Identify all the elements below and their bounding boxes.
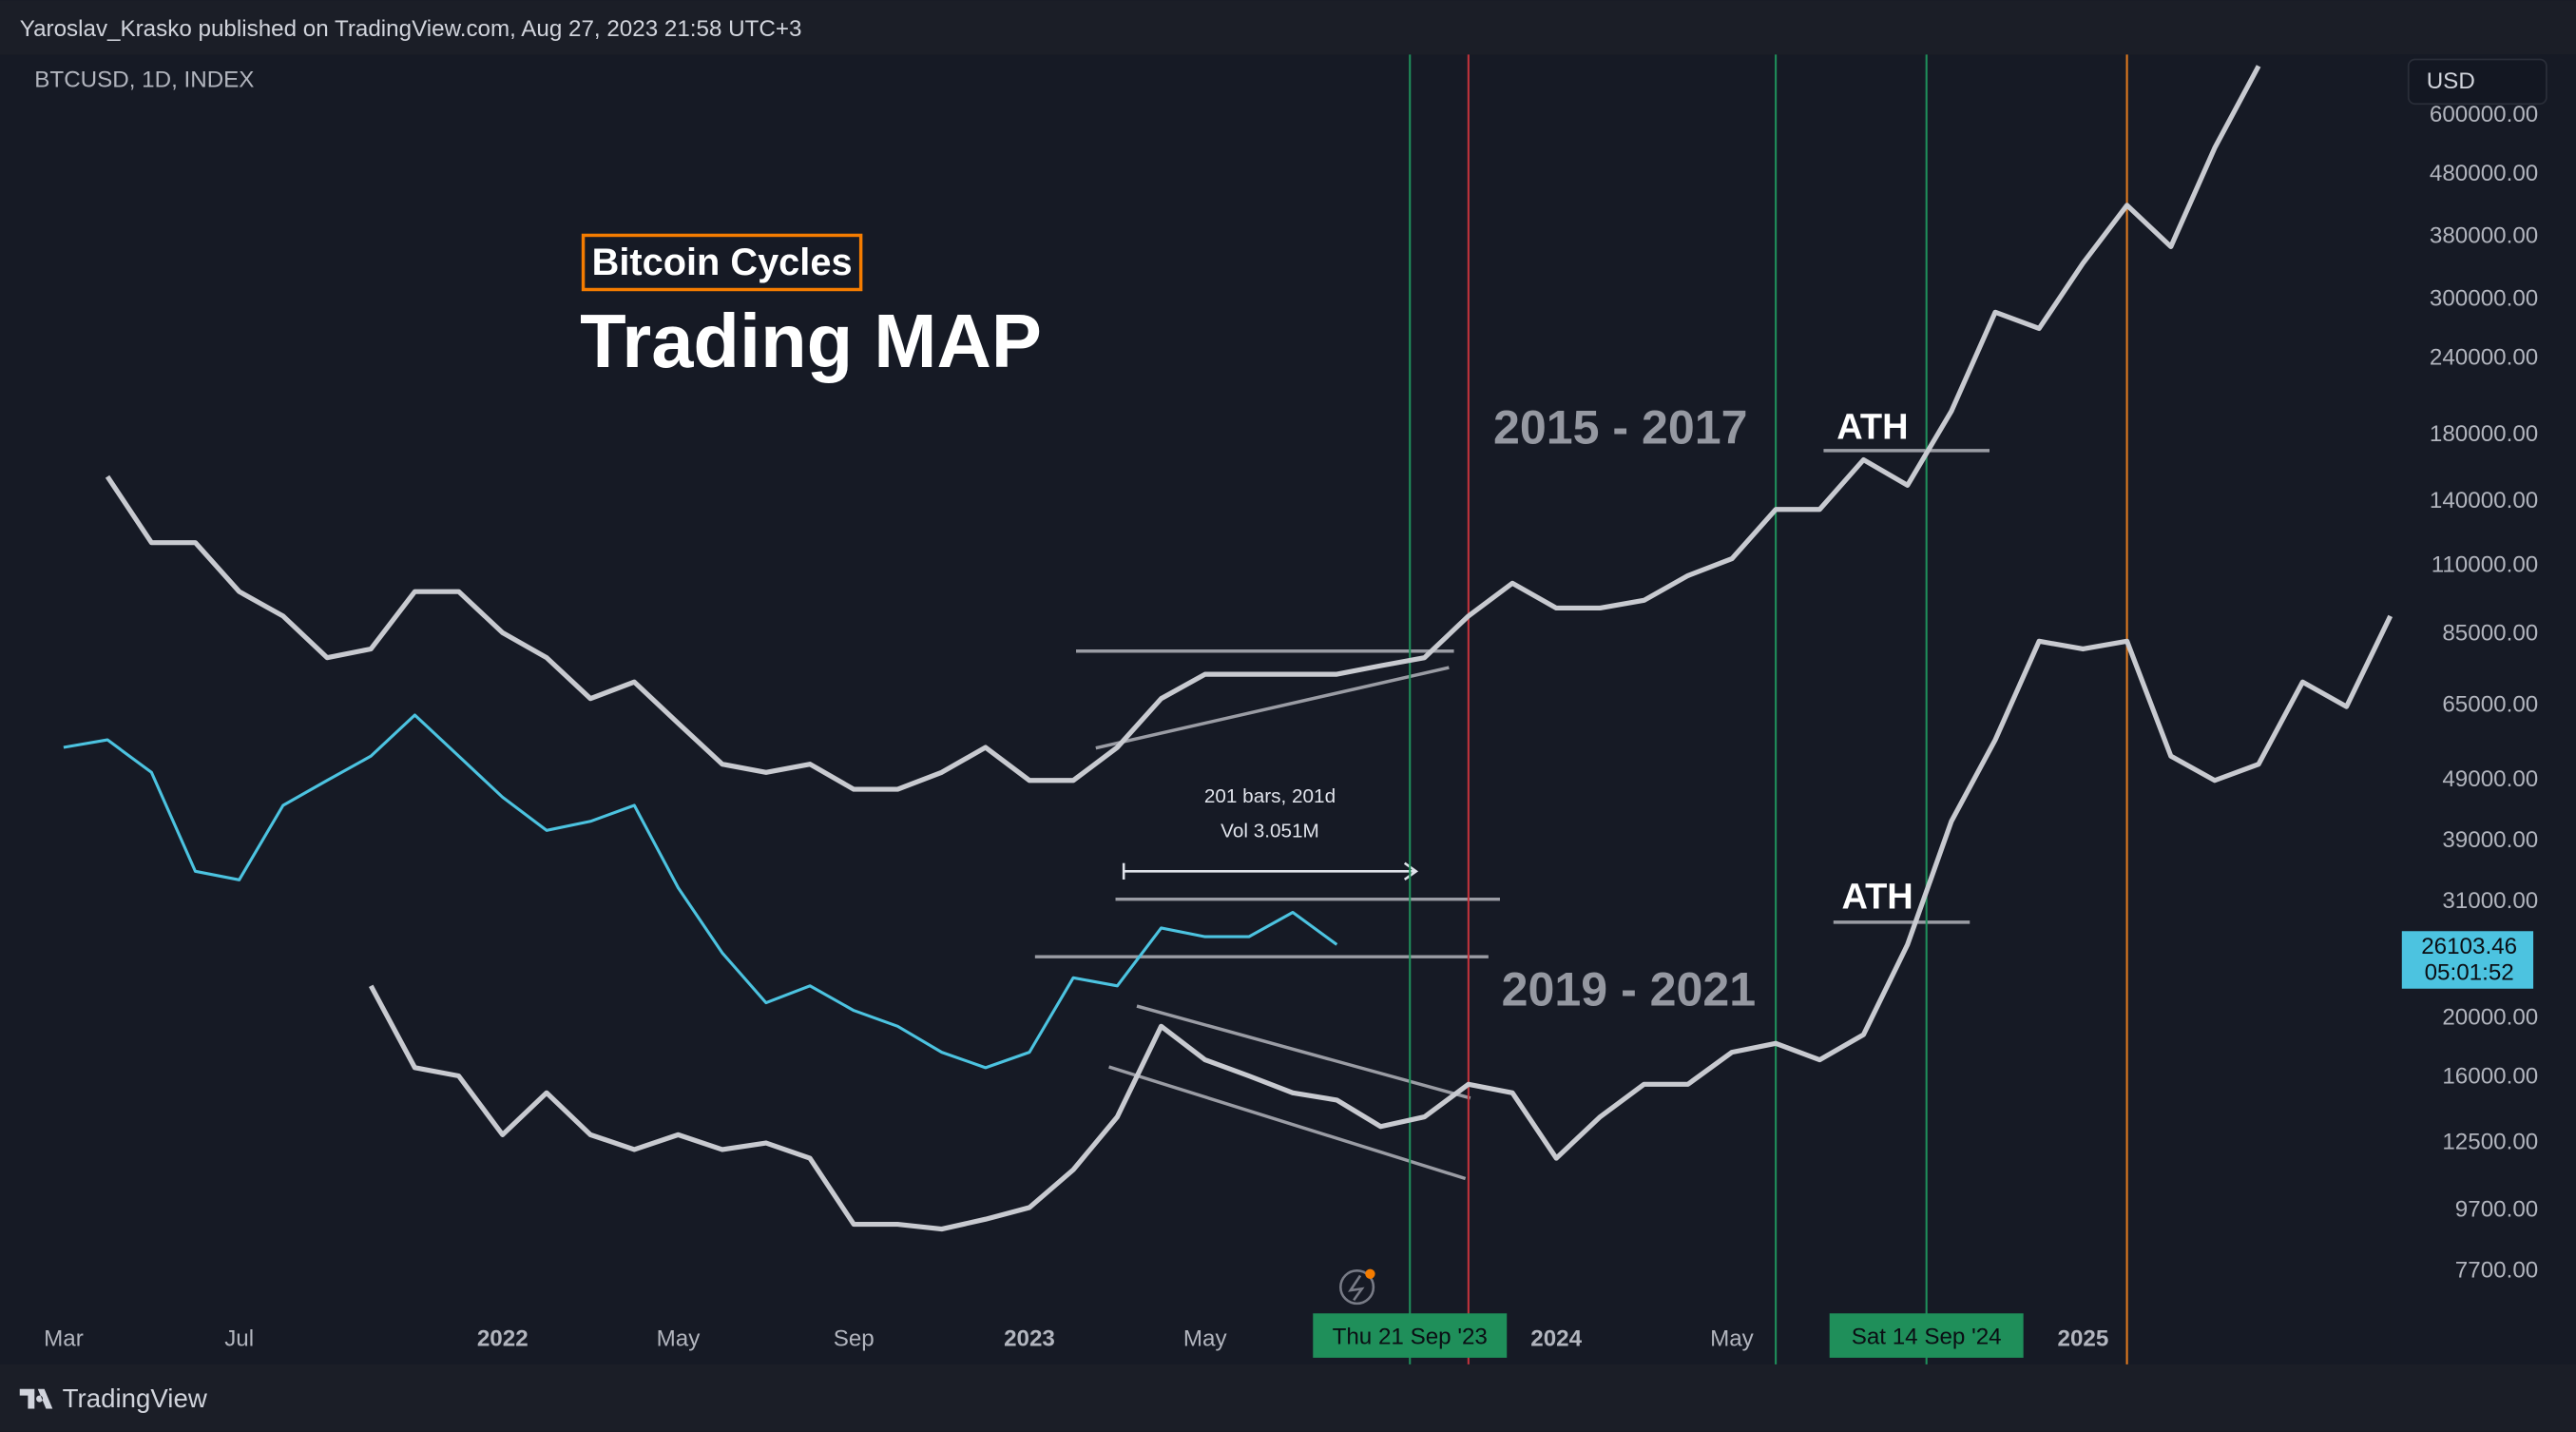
x-tick-label: Jul	[224, 1326, 254, 1351]
y-tick-label: 65000.00	[2442, 691, 2538, 717]
price-line	[368, 614, 2393, 1232]
y-tick-label: 20000.00	[2442, 1004, 2538, 1030]
x-tick-label: Mar	[44, 1326, 84, 1351]
date-label-box	[1829, 1313, 2024, 1358]
y-tick-label: 140000.00	[2430, 488, 2538, 513]
drawings	[1034, 449, 1990, 1181]
y-tick-label: 240000.00	[2430, 345, 2538, 371]
x-tick-label: 2024	[1530, 1326, 1582, 1351]
brand-logo	[19, 1388, 53, 1409]
currency[interactable]: USD	[2427, 68, 2475, 94]
icon-dot[interactable]	[1365, 1268, 1375, 1279]
y-tick-label: 7700.00	[2455, 1258, 2538, 1284]
x-tick-label: May	[657, 1326, 702, 1351]
price-label: 26103.46	[2421, 934, 2517, 959]
brand: TradingView	[19, 1384, 208, 1413]
ath-label: ATH	[1841, 878, 1913, 918]
y-tick-label: 16000.00	[2442, 1064, 2538, 1090]
brand-name: TradingView	[63, 1384, 208, 1413]
date-label-box	[1313, 1313, 1508, 1358]
measure-label: 201 bars, 201d	[1204, 785, 1336, 807]
published-note: Yaroslav_Krasko published on TradingView…	[20, 16, 802, 42]
cycle-label: 2019 - 2021	[1502, 962, 1756, 1016]
replay-icon[interactable]	[1339, 1268, 1375, 1306]
y-tick-label: 12500.00	[2442, 1129, 2538, 1154]
y-tick-label: 480000.00	[2430, 161, 2538, 186]
bottom-bar	[0, 1364, 2576, 1432]
ath-label: ATH	[1836, 407, 1908, 447]
price-line	[63, 713, 1338, 1070]
y-tick-label: 85000.00	[2442, 620, 2538, 646]
trend-line	[1136, 1004, 1471, 1100]
y-tick-label: 9700.00	[2455, 1196, 2538, 1222]
x-tick-label: Sep	[834, 1326, 875, 1351]
x-tick-label: 2025	[2058, 1326, 2109, 1351]
subtitle-box	[581, 233, 863, 292]
y-tick-label: 39000.00	[2442, 827, 2538, 853]
x-tick-label: May	[1710, 1326, 1755, 1351]
price-label-box	[2401, 931, 2534, 989]
y-tick-label: 600000.00	[2430, 102, 2538, 127]
date-label: Thu 21 Sep '23	[1333, 1325, 1488, 1350]
x-tick-label: 2023	[1004, 1326, 1055, 1351]
y-tick-label: 49000.00	[2442, 766, 2538, 792]
cycle-label: 2015 - 2017	[1493, 400, 1747, 454]
symbol: BTCUSD, 1D, INDEX	[34, 67, 254, 92]
trend-line	[1108, 1065, 1467, 1181]
y-tick-label: 180000.00	[2430, 421, 2538, 447]
trend-line	[1095, 666, 1450, 750]
date-label: Sat 14 Sep '24	[1852, 1325, 2002, 1350]
measure-label: Vol 3.051M	[1221, 820, 1319, 842]
y-tick-label: 380000.00	[2430, 223, 2538, 248]
chart-title: Trading MAP	[580, 299, 1042, 383]
icon-bolt[interactable]	[1347, 1274, 1365, 1302]
plot	[63, 54, 2393, 1364]
y-tick-label: 31000.00	[2442, 888, 2538, 914]
currency-button[interactable]	[2407, 58, 2547, 106]
x-tick-label: 2022	[477, 1326, 529, 1351]
chart-subtitle: Bitcoin Cycles	[592, 242, 853, 283]
y-tick-label: 300000.00	[2430, 285, 2538, 311]
icon-ring[interactable]	[1339, 1269, 1375, 1306]
y-tick-label: 110000.00	[2432, 552, 2539, 577]
price-line	[105, 65, 2261, 792]
price-axis	[2390, 54, 2576, 1364]
arrow-head	[1403, 861, 1419, 881]
x-tick-label: May	[1183, 1326, 1228, 1351]
countdown: 05:01:52	[2425, 960, 2514, 986]
top-bar	[0, 0, 2576, 55]
